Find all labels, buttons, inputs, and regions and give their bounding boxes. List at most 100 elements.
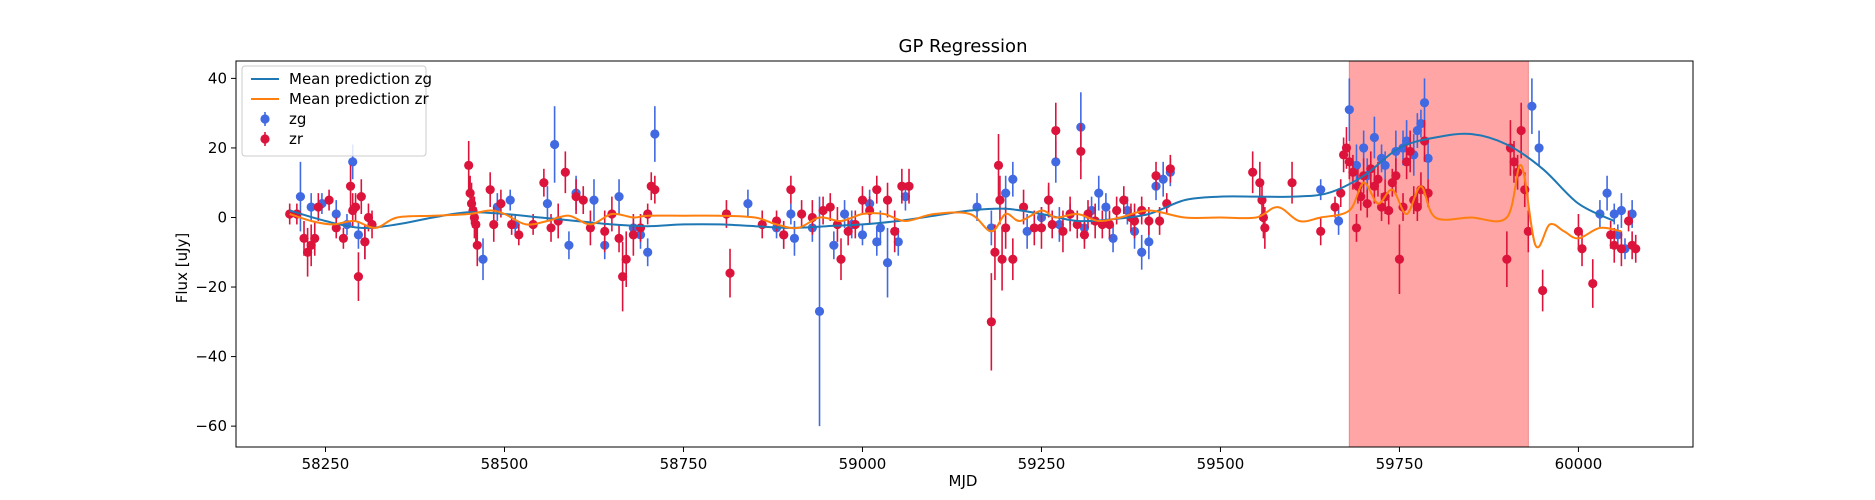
series-zr bbox=[285, 102, 1641, 371]
data-point-zr bbox=[650, 185, 660, 195]
data-point-zr bbox=[472, 240, 482, 250]
data-point-zr bbox=[1631, 244, 1641, 254]
data-point-zr bbox=[1008, 254, 1018, 264]
data-point-zg bbox=[1144, 237, 1154, 247]
data-point-zr bbox=[324, 195, 334, 205]
data-point-zr bbox=[797, 209, 807, 219]
data-point-zr bbox=[904, 181, 914, 191]
x-tick-label: 59750 bbox=[1376, 455, 1424, 473]
data-point-zg bbox=[1412, 125, 1422, 136]
data-point-zr bbox=[995, 195, 1005, 205]
legend-swatch-marker bbox=[260, 134, 270, 144]
data-point-zg bbox=[1380, 160, 1390, 170]
data-point-zr bbox=[1097, 219, 1107, 230]
data-point-zr bbox=[585, 223, 596, 233]
data-point-zr bbox=[1119, 195, 1129, 205]
plot-inner bbox=[285, 61, 1641, 447]
data-point-zg bbox=[614, 192, 624, 202]
data-point-zr bbox=[1577, 244, 1587, 254]
data-point-zr bbox=[1405, 146, 1415, 157]
data-point-zg bbox=[900, 192, 911, 202]
data-point-zr bbox=[725, 268, 735, 278]
data-point-zr bbox=[363, 212, 374, 223]
y-tick-label: −60 bbox=[195, 417, 227, 435]
data-point-zr bbox=[836, 254, 846, 264]
data-point-zg bbox=[882, 258, 893, 268]
data-point-zr bbox=[1155, 216, 1165, 226]
data-point-zr bbox=[1255, 178, 1265, 188]
plot-frame bbox=[235, 60, 1694, 448]
data-point-zr bbox=[1104, 219, 1115, 230]
data-point-zr bbox=[1341, 143, 1352, 153]
data-point-zr bbox=[600, 226, 610, 236]
legend-label: Mean prediction zg bbox=[289, 70, 432, 88]
x-axis-label: MJD bbox=[949, 472, 978, 490]
chart-title: GP Regression bbox=[899, 36, 1028, 57]
y-tick-label: 40 bbox=[208, 69, 227, 87]
data-point-zr bbox=[643, 209, 653, 219]
data-point-zr bbox=[302, 247, 313, 257]
legend-label: zg bbox=[289, 110, 306, 128]
data-point-zr bbox=[1144, 216, 1154, 226]
data-point-zr bbox=[471, 219, 481, 230]
data-point-zr bbox=[338, 233, 348, 243]
data-point-zr bbox=[1538, 285, 1548, 296]
data-point-zr bbox=[331, 223, 341, 233]
data-point-zr bbox=[1351, 223, 1362, 233]
data-point-zg bbox=[1101, 202, 1111, 212]
data-point-zg bbox=[348, 157, 358, 167]
data-point-zg bbox=[875, 223, 885, 233]
data-point-zr bbox=[1330, 202, 1340, 212]
data-point-zr bbox=[986, 317, 996, 327]
data-point-zr bbox=[779, 230, 789, 240]
data-point-zr bbox=[872, 185, 882, 195]
data-point-zg bbox=[839, 209, 850, 219]
data-point-zg bbox=[542, 198, 553, 209]
data-point-zr bbox=[1516, 125, 1526, 136]
mean-line-zr bbox=[289, 164, 1622, 249]
legend-swatch-marker bbox=[260, 114, 270, 124]
y-tick-label: 0 bbox=[217, 208, 227, 226]
data-point-zr bbox=[1412, 202, 1422, 212]
data-point-zr bbox=[485, 185, 495, 195]
data-point-zr bbox=[464, 160, 474, 170]
data-point-zr bbox=[1623, 216, 1634, 226]
legend-label: zr bbox=[289, 130, 304, 148]
data-point-zg bbox=[1416, 118, 1426, 129]
data-point-zr bbox=[1260, 223, 1270, 233]
data-point-zr bbox=[1165, 164, 1175, 174]
y-axis-label: Flux [uJy] bbox=[173, 233, 191, 303]
data-point-zg bbox=[1527, 101, 1537, 111]
data-point-zr bbox=[1376, 202, 1387, 212]
x-tick-label: 58500 bbox=[481, 455, 529, 473]
data-point-zr bbox=[621, 254, 631, 264]
data-point-zr bbox=[1362, 198, 1372, 209]
data-point-zg bbox=[893, 237, 903, 247]
data-point-zr bbox=[614, 233, 624, 243]
data-point-zr bbox=[1502, 254, 1512, 264]
data-point-zr bbox=[353, 272, 364, 282]
data-point-zr bbox=[1079, 230, 1090, 240]
data-point-zg bbox=[564, 240, 574, 250]
data-point-zg bbox=[505, 195, 515, 205]
data-point-zr bbox=[1044, 195, 1054, 205]
data-point-zr bbox=[1316, 226, 1326, 236]
data-point-zr bbox=[1509, 157, 1519, 167]
data-point-zg bbox=[1137, 247, 1147, 257]
data-point-zr bbox=[1369, 181, 1379, 191]
data-point-zr bbox=[1339, 150, 1349, 160]
data-point-zg bbox=[1616, 205, 1627, 216]
data-point-zr bbox=[1257, 195, 1267, 205]
data-point-zg bbox=[1051, 157, 1061, 167]
data-point-zr bbox=[496, 198, 506, 209]
x-tick-label: 58750 bbox=[660, 455, 708, 473]
x-tick-label: 59500 bbox=[1197, 455, 1245, 473]
data-point-zr bbox=[514, 230, 524, 240]
data-point-zr bbox=[1348, 167, 1358, 177]
data-point-zg bbox=[829, 240, 839, 250]
data-point-zr bbox=[350, 202, 361, 212]
data-point-zg bbox=[1609, 209, 1619, 219]
data-point-zr bbox=[306, 240, 316, 250]
data-point-zg bbox=[814, 306, 825, 316]
